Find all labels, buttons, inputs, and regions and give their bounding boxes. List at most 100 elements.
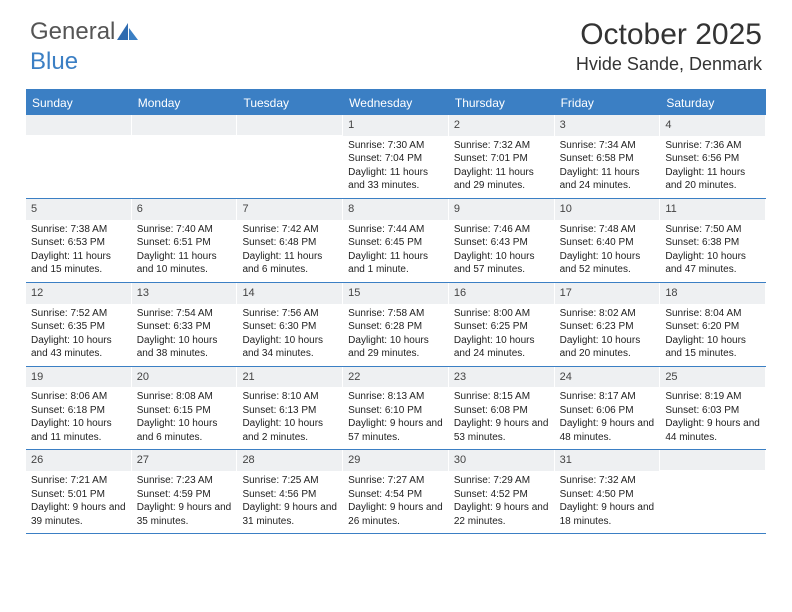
day-cell: 22Sunrise: 8:13 AMSunset: 6:10 PMDayligh… — [343, 367, 449, 450]
daylight-text: Daylight: 11 hours and 15 minutes. — [31, 250, 126, 277]
day-cell: 3Sunrise: 7:34 AMSunset: 6:58 PMDaylight… — [555, 115, 661, 198]
day-cell: 17Sunrise: 8:02 AMSunset: 6:23 PMDayligh… — [555, 283, 661, 366]
day-number: 12 — [26, 283, 131, 304]
sunset-text: Sunset: 6:48 PM — [242, 236, 337, 250]
day-cell: 29Sunrise: 7:27 AMSunset: 4:54 PMDayligh… — [343, 450, 449, 533]
daylight-text: Daylight: 9 hours and 39 minutes. — [31, 501, 126, 528]
sunrise-text: Sunrise: 7:40 AM — [137, 223, 232, 237]
day-body: Sunrise: 7:34 AMSunset: 6:58 PMDaylight:… — [555, 136, 660, 198]
day-body: Sunrise: 8:00 AMSunset: 6:25 PMDaylight:… — [449, 304, 554, 366]
day-body: Sunrise: 7:36 AMSunset: 6:56 PMDaylight:… — [660, 136, 765, 198]
sunset-text: Sunset: 6:13 PM — [242, 404, 337, 418]
sunset-text: Sunset: 6:38 PM — [665, 236, 760, 250]
week-row: 5Sunrise: 7:38 AMSunset: 6:53 PMDaylight… — [26, 199, 766, 283]
daylight-text: Daylight: 9 hours and 26 minutes. — [348, 501, 443, 528]
day-number: 7 — [237, 199, 342, 220]
day-body: Sunrise: 7:56 AMSunset: 6:30 PMDaylight:… — [237, 304, 342, 366]
sunrise-text: Sunrise: 8:17 AM — [560, 390, 655, 404]
sunrise-text: Sunrise: 8:02 AM — [560, 307, 655, 321]
day-cell: 15Sunrise: 7:58 AMSunset: 6:28 PMDayligh… — [343, 283, 449, 366]
sunset-text: Sunset: 7:01 PM — [454, 152, 549, 166]
day-body: Sunrise: 7:30 AMSunset: 7:04 PMDaylight:… — [343, 136, 448, 198]
sunrise-text: Sunrise: 7:23 AM — [137, 474, 232, 488]
day-cell: 28Sunrise: 7:25 AMSunset: 4:56 PMDayligh… — [237, 450, 343, 533]
day-body: Sunrise: 7:58 AMSunset: 6:28 PMDaylight:… — [343, 304, 448, 366]
weekday-header: Tuesday — [237, 91, 343, 115]
day-cell: 20Sunrise: 8:08 AMSunset: 6:15 PMDayligh… — [132, 367, 238, 450]
sunrise-text: Sunrise: 7:56 AM — [242, 307, 337, 321]
sunrise-text: Sunrise: 8:00 AM — [454, 307, 549, 321]
day-number: 22 — [343, 367, 448, 388]
day-number: 26 — [26, 450, 131, 471]
day-cell: 11Sunrise: 7:50 AMSunset: 6:38 PMDayligh… — [660, 199, 766, 282]
sunset-text: Sunset: 5:01 PM — [31, 488, 126, 502]
day-number: 13 — [132, 283, 237, 304]
day-body: Sunrise: 8:13 AMSunset: 6:10 PMDaylight:… — [343, 387, 448, 449]
sunset-text: Sunset: 6:15 PM — [137, 404, 232, 418]
day-number: 23 — [449, 367, 554, 388]
day-body: Sunrise: 7:50 AMSunset: 6:38 PMDaylight:… — [660, 220, 765, 282]
calendar: Sunday Monday Tuesday Wednesday Thursday… — [26, 89, 766, 534]
weekday-header: Thursday — [449, 91, 555, 115]
sunset-text: Sunset: 6:20 PM — [665, 320, 760, 334]
weekday-header-row: Sunday Monday Tuesday Wednesday Thursday… — [26, 91, 766, 115]
daylight-text: Daylight: 10 hours and 2 minutes. — [242, 417, 337, 444]
day-number: 25 — [660, 367, 765, 388]
day-cell: 14Sunrise: 7:56 AMSunset: 6:30 PMDayligh… — [237, 283, 343, 366]
day-number: 6 — [132, 199, 237, 220]
day-number: 30 — [449, 450, 554, 471]
day-body: Sunrise: 7:42 AMSunset: 6:48 PMDaylight:… — [237, 220, 342, 282]
day-cell — [660, 450, 766, 533]
day-body — [26, 135, 131, 185]
header: General October 2025 Hvide Sande, Denmar… — [0, 0, 792, 83]
sunset-text: Sunset: 6:06 PM — [560, 404, 655, 418]
day-cell: 2Sunrise: 7:32 AMSunset: 7:01 PMDaylight… — [449, 115, 555, 198]
sunrise-text: Sunrise: 8:08 AM — [137, 390, 232, 404]
day-cell: 31Sunrise: 7:32 AMSunset: 4:50 PMDayligh… — [555, 450, 661, 533]
day-body: Sunrise: 7:32 AMSunset: 4:50 PMDaylight:… — [555, 471, 660, 533]
page-subtitle: Hvide Sande, Denmark — [576, 54, 762, 75]
day-number: 11 — [660, 199, 765, 220]
daylight-text: Daylight: 9 hours and 48 minutes. — [560, 417, 655, 444]
day-cell — [237, 115, 343, 198]
weekday-header: Friday — [555, 91, 661, 115]
sunset-text: Sunset: 6:30 PM — [242, 320, 337, 334]
day-number: 3 — [555, 115, 660, 136]
sunset-text: Sunset: 6:45 PM — [348, 236, 443, 250]
day-cell: 4Sunrise: 7:36 AMSunset: 6:56 PMDaylight… — [660, 115, 766, 198]
sunset-text: Sunset: 4:54 PM — [348, 488, 443, 502]
day-number: 2 — [449, 115, 554, 136]
day-cell: 10Sunrise: 7:48 AMSunset: 6:40 PMDayligh… — [555, 199, 661, 282]
sunrise-text: Sunrise: 8:10 AM — [242, 390, 337, 404]
day-number: 17 — [555, 283, 660, 304]
sunrise-text: Sunrise: 7:38 AM — [31, 223, 126, 237]
weeks-container: 1Sunrise: 7:30 AMSunset: 7:04 PMDaylight… — [26, 115, 766, 534]
day-number: 24 — [555, 367, 660, 388]
day-body: Sunrise: 7:48 AMSunset: 6:40 PMDaylight:… — [555, 220, 660, 282]
daylight-text: Daylight: 9 hours and 18 minutes. — [560, 501, 655, 528]
day-body: Sunrise: 8:17 AMSunset: 6:06 PMDaylight:… — [555, 387, 660, 449]
day-number: 5 — [26, 199, 131, 220]
sunrise-text: Sunrise: 7:21 AM — [31, 474, 126, 488]
week-row: 1Sunrise: 7:30 AMSunset: 7:04 PMDaylight… — [26, 115, 766, 199]
day-number — [132, 115, 237, 135]
day-cell: 23Sunrise: 8:15 AMSunset: 6:08 PMDayligh… — [449, 367, 555, 450]
sunset-text: Sunset: 6:43 PM — [454, 236, 549, 250]
day-cell: 6Sunrise: 7:40 AMSunset: 6:51 PMDaylight… — [132, 199, 238, 282]
daylight-text: Daylight: 9 hours and 35 minutes. — [137, 501, 232, 528]
day-number: 9 — [449, 199, 554, 220]
daylight-text: Daylight: 10 hours and 11 minutes. — [31, 417, 126, 444]
sunrise-text: Sunrise: 7:42 AM — [242, 223, 337, 237]
sunset-text: Sunset: 4:56 PM — [242, 488, 337, 502]
day-number: 29 — [343, 450, 448, 471]
sunset-text: Sunset: 7:04 PM — [348, 152, 443, 166]
day-cell: 30Sunrise: 7:29 AMSunset: 4:52 PMDayligh… — [449, 450, 555, 533]
day-body: Sunrise: 7:25 AMSunset: 4:56 PMDaylight:… — [237, 471, 342, 533]
day-body — [132, 135, 237, 185]
day-cell: 9Sunrise: 7:46 AMSunset: 6:43 PMDaylight… — [449, 199, 555, 282]
day-cell: 1Sunrise: 7:30 AMSunset: 7:04 PMDaylight… — [343, 115, 449, 198]
day-body: Sunrise: 8:15 AMSunset: 6:08 PMDaylight:… — [449, 387, 554, 449]
day-number: 18 — [660, 283, 765, 304]
day-body: Sunrise: 7:40 AMSunset: 6:51 PMDaylight:… — [132, 220, 237, 282]
day-body: Sunrise: 7:27 AMSunset: 4:54 PMDaylight:… — [343, 471, 448, 533]
